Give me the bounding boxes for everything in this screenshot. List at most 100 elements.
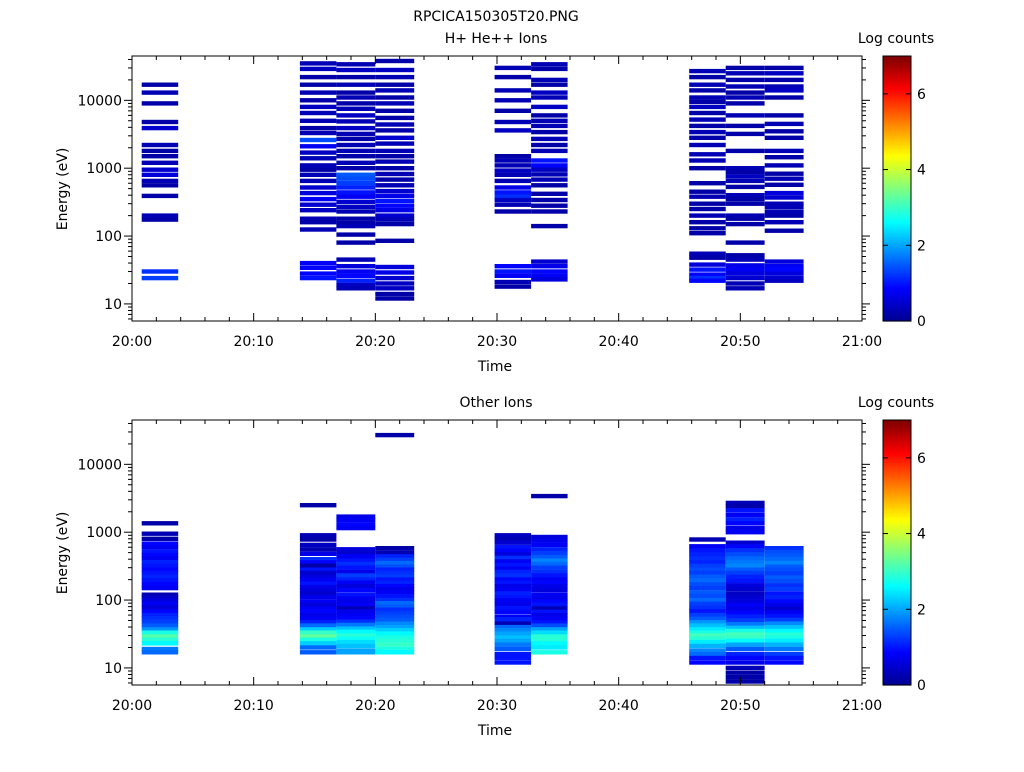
- spectrogram-cell: [531, 148, 568, 154]
- colorbar-segment: [883, 508, 911, 512]
- x-tick-label: 20:40: [598, 698, 638, 714]
- spectrogram-cell: [531, 82, 568, 87]
- spectrogram-cell: [531, 142, 568, 148]
- spectrogram-cell: [299, 650, 337, 655]
- spectrogram-cell: [494, 540, 532, 545]
- spectrogram-cell: [725, 275, 765, 281]
- spectrogram-cell: [299, 220, 337, 225]
- colorbar-segment: [883, 512, 911, 516]
- colorbar-segment: [883, 616, 911, 620]
- spectrogram-cell: [299, 130, 337, 136]
- colorbar-segment: [883, 309, 911, 313]
- spectrogram-cell: [375, 148, 415, 154]
- spectrogram-cell: [299, 503, 337, 508]
- spectrogram-cell: [299, 533, 337, 538]
- spectrogram-cell: [375, 614, 415, 619]
- spectrogram-cell: [764, 564, 804, 569]
- colorbar-segment: [883, 155, 911, 159]
- spectrogram-cell: [141, 612, 179, 618]
- spectrogram-cell: [531, 641, 568, 646]
- spectrogram-cell: [689, 552, 726, 557]
- colorbar-label: Log counts: [858, 395, 934, 411]
- spectrogram-cell: [299, 265, 337, 270]
- spectrogram-cell: [375, 574, 415, 579]
- colorbar-segment: [883, 195, 911, 198]
- colorbar-segment: [883, 203, 911, 207]
- spectrogram-cell: [725, 184, 765, 190]
- spectrogram-cell: [375, 601, 415, 606]
- colorbar-segment: [883, 581, 911, 585]
- colorbar-segment: [883, 100, 911, 103]
- colorbar-segment: [883, 614, 911, 618]
- spectrogram-cell: [725, 646, 765, 652]
- spectrogram-cell: [725, 148, 765, 154]
- spectrogram-cell: [375, 58, 415, 64]
- spectrogram-cell: [531, 129, 568, 135]
- colorbar-segment: [883, 265, 911, 269]
- spectrogram-cell: [531, 209, 568, 214]
- spectrogram-cell: [141, 269, 179, 274]
- spectrogram-cell: [725, 193, 765, 198]
- spectrogram-cell: [375, 560, 415, 566]
- spectrogram-cell: [336, 240, 376, 245]
- spectrogram-cell: [299, 150, 337, 155]
- colorbar-segment: [883, 598, 911, 602]
- spectrogram-cell: [689, 95, 726, 100]
- spectrogram-cell: [141, 574, 179, 579]
- spectrogram-cell: [725, 169, 765, 175]
- x-tick-label: 21:00: [842, 698, 882, 714]
- spectrogram-cell: [531, 565, 568, 570]
- colorbar-segment: [883, 219, 911, 223]
- spectrogram-cell: [141, 552, 179, 558]
- spectrogram-cell: [375, 590, 415, 595]
- spectrogram-cell: [689, 142, 726, 148]
- spectrogram-cell: [299, 627, 337, 632]
- spectrogram-cell: [725, 525, 765, 531]
- colorbar-segment: [883, 75, 911, 79]
- spectrogram-cell: [689, 563, 726, 568]
- spectrogram-cell: [764, 77, 804, 83]
- colorbar-segment: [883, 490, 911, 494]
- spectrogram-cell: [375, 281, 415, 286]
- colorbar-segment: [883, 206, 911, 209]
- spectrogram-cell: [725, 603, 765, 608]
- spectrogram-cell: [764, 578, 804, 584]
- spectrogram-cell: [375, 611, 415, 616]
- spectrogram-cell: [725, 281, 765, 286]
- spectrogram-cell: [494, 194, 532, 199]
- spectrogram-cell: [725, 166, 765, 171]
- spectrogram-cell: [764, 176, 804, 181]
- spectrogram-cell: [375, 432, 415, 438]
- spectrogram-cell: [725, 665, 765, 671]
- spectrogram-cell: [299, 537, 337, 542]
- spectrogram-cell: [725, 599, 765, 604]
- colorbar-segment: [883, 656, 911, 660]
- spectrogram-cell: [375, 95, 415, 100]
- colorbar-segment: [883, 459, 911, 463]
- colorbar-segment: [883, 234, 911, 238]
- colorbar-label: Log counts: [858, 31, 934, 47]
- spectrogram-cell: [725, 583, 765, 588]
- spectrogram-cell: [141, 595, 179, 600]
- spectrogram-cell: [299, 208, 337, 213]
- colorbar-segment: [883, 80, 911, 84]
- spectrogram-cell: [725, 563, 765, 568]
- colorbar-segment: [883, 186, 911, 190]
- spectrogram-cell: [764, 95, 804, 100]
- spectrogram-cell: [764, 595, 804, 600]
- y-axis-label: Energy (eV): [55, 148, 71, 231]
- spectrogram-cell: [336, 650, 376, 655]
- colorbar-segment: [883, 530, 911, 534]
- spectrogram-cell: [299, 216, 337, 221]
- colorbar-segment: [883, 142, 911, 145]
- colorbar: 0 2 4 6: [882, 419, 926, 694]
- spectrogram-cell: [764, 113, 804, 118]
- spectrogram-cell: [689, 601, 726, 606]
- colorbar-segment: [883, 470, 911, 474]
- spectrogram-cell: [375, 624, 415, 630]
- colorbar-segment: [883, 420, 911, 423]
- spectrogram-cell: [299, 275, 337, 281]
- spectrogram-cell: [725, 552, 765, 557]
- spectrogram-cell: [141, 563, 179, 568]
- spectrogram-cell: [689, 123, 726, 129]
